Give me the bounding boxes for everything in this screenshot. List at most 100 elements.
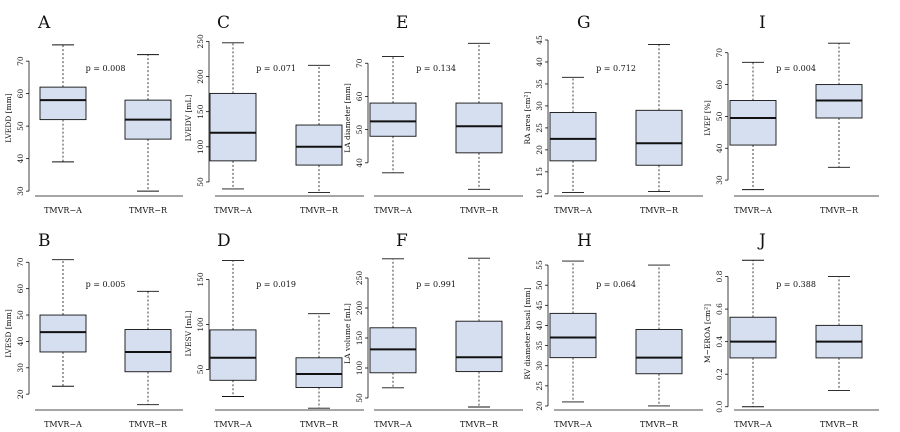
box-tmvr-a — [369, 258, 417, 389]
y-tick-label: 45 — [535, 35, 544, 45]
box-tmvr-a — [729, 61, 777, 191]
iqr-box — [635, 329, 683, 375]
p-value: p = 0.005 — [86, 280, 126, 289]
y-tick-label: 30 — [535, 101, 544, 111]
y-tick-label: 0.4 — [715, 335, 724, 347]
panel-H: H 20 25 30 35 40 45 50 55 RV diameter basal [mm] p… — [523, 231, 703, 429]
p-value: p = 0.712 — [596, 64, 636, 73]
category-label: TMVR−R — [129, 206, 168, 215]
p-value: p = 0.388 — [776, 280, 816, 289]
y-tick-label: 35 — [535, 341, 544, 351]
y-tick-label: 60 — [16, 89, 25, 99]
box-tmvr-r — [295, 64, 343, 193]
y-tick-label: 25 — [535, 123, 544, 133]
iqr-box — [635, 109, 683, 166]
y-tick-label: 150 — [355, 331, 364, 346]
category-label: TMVR−R — [300, 420, 339, 429]
y-tick-label: 55 — [535, 260, 544, 270]
box-tmvr-r — [455, 42, 503, 190]
category-label: TMVR−R — [460, 206, 499, 215]
y-tick-label: 250 — [196, 34, 205, 49]
p-value: p = 0.019 — [256, 280, 296, 289]
box-tmvr-a — [209, 42, 257, 190]
p-value: p = 0.991 — [416, 280, 456, 289]
category-label: TMVR−R — [640, 420, 679, 429]
y-tick-label: 40 — [715, 143, 724, 153]
panel-letter-A: A — [37, 13, 51, 33]
panel-J: J 0.0 0.2 0.4 0.6 0.8 M−EROA [cm²] p = 0.388 TMV… — [703, 231, 879, 429]
iqr-box — [295, 124, 343, 166]
y-axis-label: LA volume [mL] — [343, 303, 352, 364]
category-label: TMVR−A — [734, 420, 772, 429]
y-tick-label: 40 — [535, 57, 544, 67]
panel-C: C 50 100 150 200 250 LVEDV [mL] p = 0.071 TMVR−A… — [184, 13, 364, 215]
y-tick-label: 70 — [355, 58, 364, 68]
box-tmvr-r — [124, 54, 172, 192]
y-tick-label: 50 — [715, 111, 724, 121]
panel-B: B 20 30 40 50 60 70 LVESD [mm] p = 0.005 TMVR−A TM… — [4, 231, 183, 429]
panel-letter-I: I — [759, 13, 766, 33]
category-label: TMVR−A — [734, 206, 772, 215]
panel-letter-D: D — [217, 231, 231, 251]
p-value: p = 0.071 — [256, 64, 296, 73]
y-tick-label: 100 — [355, 361, 364, 376]
y-tick-label: 0.8 — [715, 270, 724, 282]
box-tmvr-a — [549, 76, 597, 193]
y-axis-label: LVEDV [mL] — [184, 95, 193, 142]
panel-letter-G: G — [577, 13, 591, 33]
iqr-box — [295, 357, 343, 388]
iqr-box — [39, 314, 87, 353]
y-axis-label: M−EROA [cm²] — [703, 304, 712, 363]
box-tmvr-r — [455, 257, 503, 408]
y-tick-label: 30 — [16, 186, 25, 196]
category-label: TMVR−R — [300, 206, 339, 215]
y-tick-label: 25 — [535, 381, 544, 391]
y-tick-label: 200 — [355, 301, 364, 316]
y-tick-label: 50 — [16, 121, 25, 131]
y-tick-label: 0.6 — [715, 303, 724, 315]
y-axis-label: LVESV [mL] — [184, 310, 193, 356]
iqr-box — [729, 100, 777, 146]
y-tick-label: 15 — [535, 167, 544, 177]
panel-A: A 30 40 50 60 70 LVEDD [mm] p = 0.008 TMVR−A TMVR… — [4, 13, 183, 215]
y-tick-label: 20 — [535, 401, 544, 411]
iqr-box — [549, 312, 597, 359]
panel-letter-F: F — [396, 231, 408, 251]
box-tmvr-r — [295, 313, 343, 409]
y-tick-label: 50 — [196, 177, 205, 187]
box-tmvr-a — [549, 260, 597, 403]
iqr-box — [39, 86, 87, 121]
y-tick-label: 50 — [16, 310, 25, 320]
category-label: TMVR−R — [640, 206, 679, 215]
y-tick-label: 100 — [196, 139, 205, 154]
y-tick-label: 10 — [535, 189, 544, 199]
panel-letter-H: H — [577, 231, 592, 251]
panel-letter-C: C — [217, 13, 230, 33]
y-tick-label: 50 — [535, 280, 544, 290]
y-axis-label: LA diameter [mm] — [343, 83, 352, 153]
p-value: p = 0.134 — [416, 64, 456, 73]
y-tick-label: 0.0 — [715, 401, 724, 413]
y-axis-label: RV diameter basal [mm] — [523, 287, 532, 379]
y-tick-label: 70 — [16, 257, 25, 267]
category-label: TMVR−A — [554, 420, 592, 429]
panel-F: F 50 100 150 200 250 LA volume [mL] p = 0.991 TM… — [343, 231, 523, 429]
category-label: TMVR−A — [374, 206, 412, 215]
category-label: TMVR−R — [460, 420, 499, 429]
box-tmvr-a — [729, 259, 777, 408]
y-tick-label: 60 — [715, 80, 724, 90]
y-tick-label: 50 — [355, 393, 364, 403]
y-axis-label: LVEF [%] — [703, 100, 712, 136]
y-axis-label: LVEDD [mm] — [4, 93, 13, 143]
box-tmvr-r — [815, 276, 863, 391]
y-tick-label: 50 — [196, 365, 205, 375]
iqr-box — [209, 329, 257, 381]
y-tick-label: 70 — [16, 56, 25, 66]
category-label: TMVR−R — [820, 206, 859, 215]
y-tick-label: 150 — [196, 104, 205, 119]
box-tmvr-a — [39, 259, 87, 387]
y-tick-label: 30 — [535, 361, 544, 371]
y-tick-label: 40 — [16, 154, 25, 164]
y-tick-label: 60 — [16, 284, 25, 294]
